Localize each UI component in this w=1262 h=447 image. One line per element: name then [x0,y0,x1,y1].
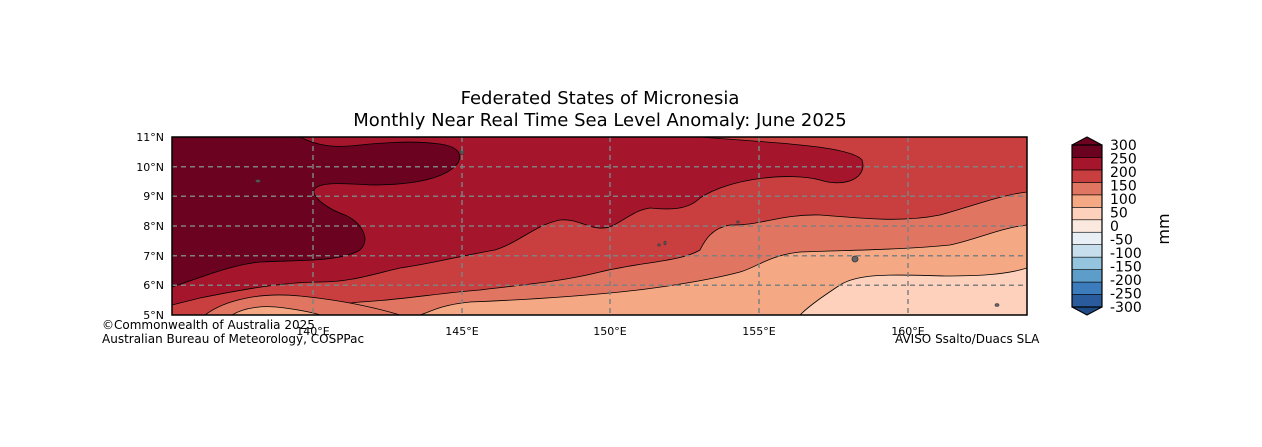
colorbar-cell [1071,231,1103,245]
lon-tick-label: 160°E [891,325,924,338]
colorbar-cell [1071,169,1103,183]
colorbar-cell [1071,244,1103,258]
anomaly-field [172,137,1027,315]
colorbar-cell [1071,207,1103,221]
colorbar-tick-label: 250 [1110,152,1137,168]
colorbar-tick-label: 300 [1110,138,1137,154]
colorbar-tick-label: -50 [1110,233,1133,249]
copyright-credit: ©Commonwealth of Australia 2025 [102,318,315,332]
latitude-axis: 11°N 10°N 9°N 8°N 7°N 6°N 5°N [136,131,164,322]
colorbar-tick-label: 200 [1110,165,1137,181]
colorbar-cell [1071,294,1103,308]
colorbar-tick-label: -300 [1110,300,1142,316]
island-marker [255,179,261,183]
agency-credit: Australian Bureau of Meteorology, COSPPa… [102,332,365,346]
colorbar-cell [1071,219,1103,233]
colorbar-cell [1071,144,1103,158]
graticule [172,137,1027,315]
island-marker [736,220,740,224]
map-subtitle: Monthly Near Real Time Sea Level Anomaly… [353,110,847,131]
colorbar-unit-label: mm [1154,213,1173,244]
lat-tick-label: 7°N [143,250,164,263]
map-title: Federated States of Micronesia [460,88,740,109]
colorbar-tick-label: 150 [1110,179,1137,195]
colorbar-tick-label: 100 [1110,192,1137,208]
lat-tick-label: 11°N [136,131,164,144]
colorbar-tick-label: -250 [1110,287,1142,303]
lon-tick-label: 150°E [593,325,626,338]
island-marker [657,243,661,247]
colorbar-cell [1071,256,1103,270]
island-marker [851,255,859,263]
anomaly-band-50-100 [799,267,1027,315]
lat-tick-label: 5°N [143,309,164,322]
lon-tick-label: 140°E [296,325,329,338]
lat-tick-label: 8°N [143,220,164,233]
colorbar-tick-label: -100 [1110,246,1142,262]
colorbar-tick-label: 50 [1110,206,1128,222]
colorbar-cell [1071,281,1103,295]
colorbar-tick-label: -200 [1110,273,1142,289]
colorbar-cell [1071,182,1103,196]
colorbar-frame [1071,144,1103,308]
colorbar-cell [1071,157,1103,171]
colorbar: 300250200150100500-50-100-150-200-250-30… [1071,136,1173,316]
lat-tick-label: 10°N [136,161,164,174]
island-marker [994,303,1000,307]
island-marker [663,240,667,246]
map-frame [171,136,1028,316]
colorbar-over-arrow [1071,136,1103,146]
lat-tick-label: 9°N [143,190,164,203]
anomaly-band-100-150-southwest [231,306,321,315]
anomaly-band-300-plus [172,137,461,288]
data-source-credit: AVISO Ssalto/Duacs SLA [895,332,1040,346]
colorbar-tick-label: -150 [1110,260,1142,276]
colorbar-cell [1071,194,1103,208]
colorbar-tick-label: 0 [1110,219,1119,235]
lon-tick-label: 155°E [742,325,775,338]
lat-tick-label: 6°N [143,279,164,292]
colorbar-cell [1071,269,1103,283]
longitude-axis: 140°E 145°E 150°E 155°E 160°E [296,325,924,338]
colorbar-under-arrow [1071,306,1103,316]
lon-tick-label: 145°E [445,325,478,338]
